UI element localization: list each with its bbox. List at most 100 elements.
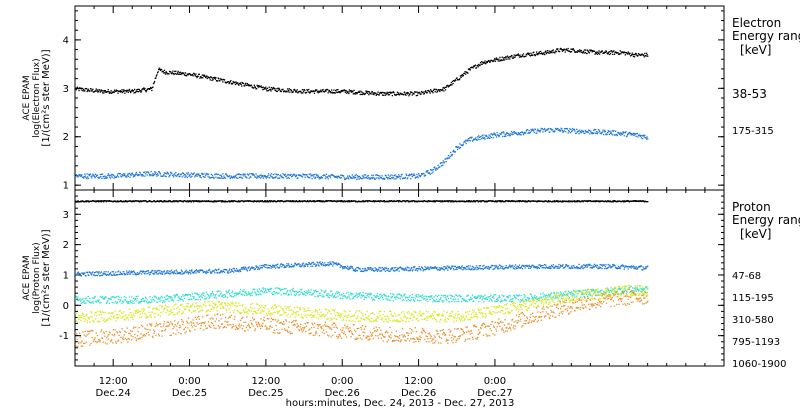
data-point — [341, 266, 344, 269]
data-point — [107, 175, 109, 177]
data-point — [469, 69, 471, 71]
data-point — [280, 263, 282, 265]
data-point — [336, 262, 338, 264]
data-point — [640, 54, 642, 57]
data-point — [349, 292, 352, 294]
data-point — [99, 295, 101, 298]
data-point — [573, 50, 576, 52]
data-point — [376, 269, 378, 271]
data-point — [161, 272, 163, 274]
data-point — [477, 266, 479, 269]
data-point — [562, 201, 564, 203]
data-point — [273, 177, 275, 179]
data-point — [307, 263, 309, 266]
data-point — [496, 267, 498, 269]
data-point — [337, 262, 340, 265]
data-point — [548, 266, 550, 268]
data-point — [138, 301, 140, 303]
data-point — [406, 269, 408, 271]
data-point — [316, 264, 318, 266]
data-point — [568, 200, 570, 202]
data-point — [268, 89, 270, 92]
data-point — [186, 74, 188, 77]
data-point — [155, 171, 157, 173]
data-point — [297, 92, 299, 94]
data-point — [477, 268, 479, 270]
data-point — [108, 91, 110, 93]
data-point — [635, 133, 637, 135]
data-point — [164, 201, 166, 203]
data-point — [135, 90, 137, 92]
data-point — [555, 50, 557, 53]
data-point — [113, 177, 115, 179]
data-point — [188, 293, 190, 296]
data-point — [277, 87, 279, 89]
data-point — [253, 87, 255, 89]
data-point — [509, 264, 511, 266]
data-point — [454, 265, 456, 268]
data-point — [242, 82, 245, 85]
data-point — [362, 292, 364, 294]
data-point — [609, 266, 612, 268]
data-point — [580, 267, 582, 269]
data-point — [372, 176, 374, 178]
data-point — [444, 89, 447, 91]
data-point — [344, 178, 346, 181]
data-point — [416, 270, 419, 272]
data-point — [143, 273, 145, 275]
data-point — [206, 173, 208, 175]
data-point — [136, 271, 139, 274]
data-point — [557, 265, 559, 268]
data-point — [617, 267, 619, 269]
data-point — [345, 92, 348, 94]
data-point — [385, 175, 387, 177]
data-point — [361, 295, 364, 297]
data-point — [404, 92, 406, 94]
data-point — [596, 131, 598, 133]
data-point — [100, 201, 103, 203]
data-point — [356, 93, 358, 95]
data-point — [173, 294, 175, 296]
data-point — [565, 264, 568, 266]
data-point — [499, 267, 502, 269]
data-point — [132, 300, 134, 302]
data-point — [301, 89, 304, 91]
data-point — [356, 270, 358, 272]
data-point — [120, 176, 123, 178]
data-point — [525, 130, 527, 132]
data-point — [259, 265, 261, 267]
data-point — [599, 130, 601, 133]
data-point — [364, 268, 367, 270]
data-point — [494, 57, 496, 60]
data-point — [379, 175, 381, 177]
data-point — [227, 81, 230, 83]
data-point — [201, 201, 203, 203]
data-point — [347, 201, 349, 203]
data-point — [553, 267, 555, 269]
data-point — [422, 267, 424, 270]
data-point — [512, 133, 514, 135]
data-point — [553, 200, 555, 202]
data-point — [387, 178, 389, 180]
data-point — [567, 47, 569, 50]
data-point — [266, 267, 269, 269]
data-point — [87, 177, 89, 180]
data-point — [493, 265, 495, 267]
data-point — [334, 296, 336, 298]
data-point — [264, 88, 266, 90]
data-point — [372, 267, 374, 270]
data-point — [75, 273, 77, 275]
data-point — [317, 90, 319, 93]
data-point — [394, 174, 396, 177]
data-point — [369, 268, 371, 271]
data-point — [253, 288, 255, 290]
data-point — [465, 73, 467, 75]
data-point — [625, 52, 628, 54]
data-point — [522, 132, 524, 134]
data-point — [451, 200, 454, 202]
data-point — [459, 78, 461, 80]
data-point — [561, 130, 564, 132]
data-point — [343, 292, 345, 295]
data-point — [199, 298, 202, 301]
data-point — [495, 200, 497, 202]
